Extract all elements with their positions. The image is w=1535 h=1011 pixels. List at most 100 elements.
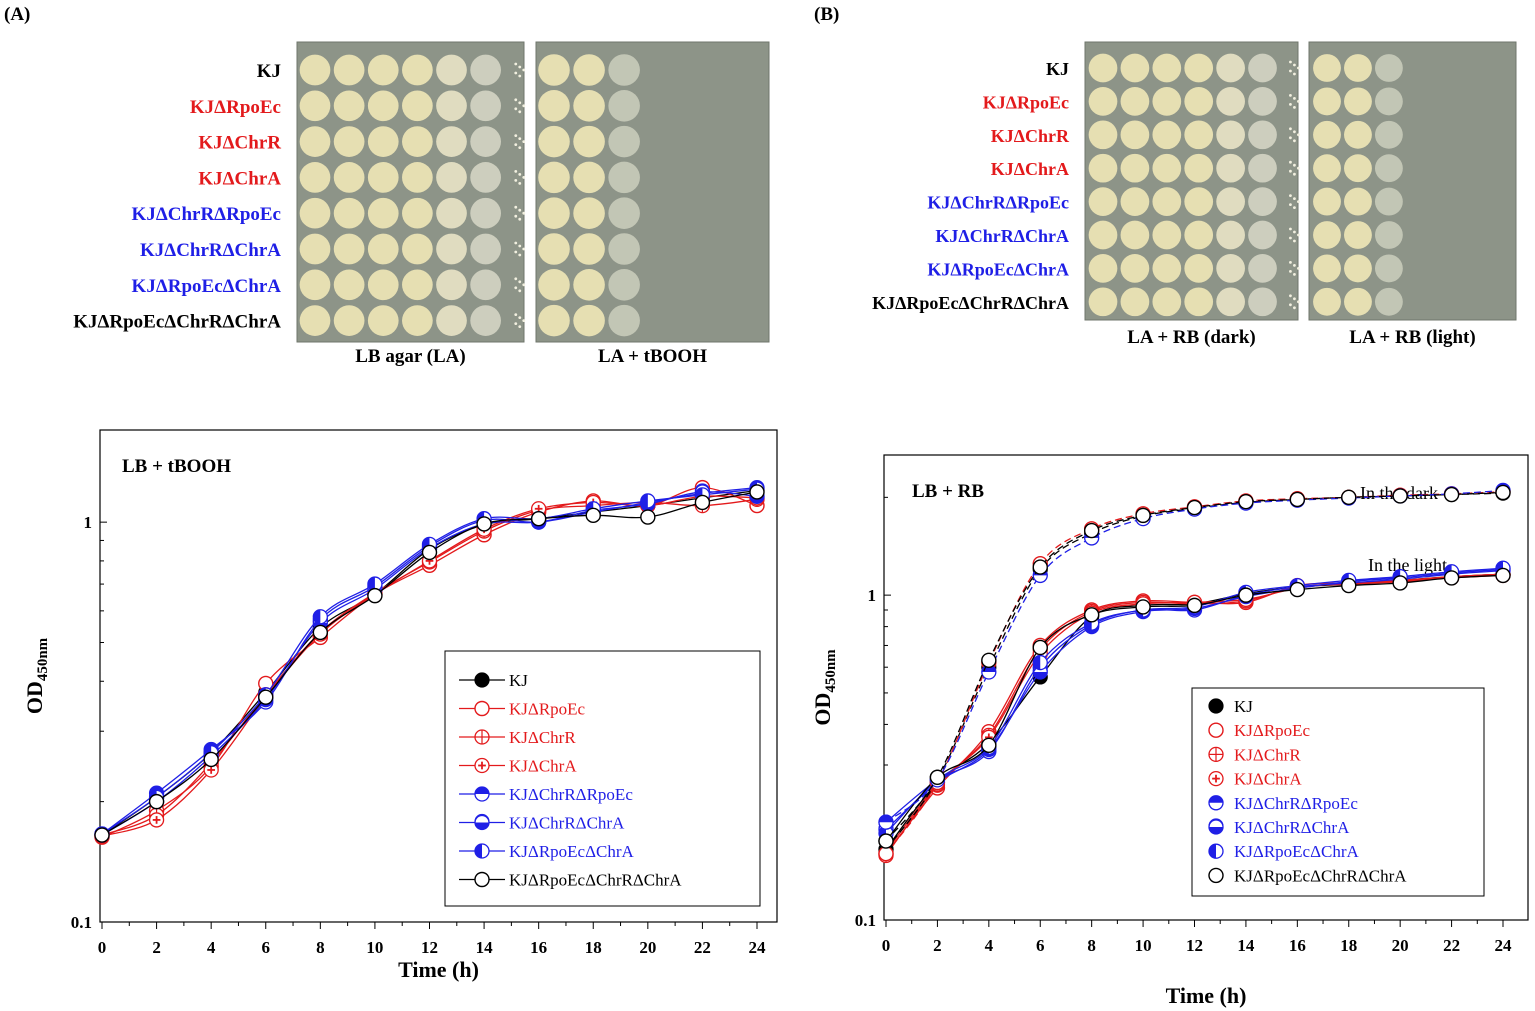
colony-spot xyxy=(1344,120,1372,149)
colony-dot xyxy=(1293,139,1296,143)
plate-border xyxy=(296,41,525,343)
colony-dot xyxy=(518,137,522,141)
colony-spot xyxy=(1184,287,1214,317)
legend-entry: KJΔRpoEc xyxy=(459,700,586,719)
plate-images: KJ KJΔRpoEc KJΔChrR KJΔChrA KJΔChrRΔRpoEc KJΔ… xyxy=(73,41,1517,367)
x-tick-label: 14 xyxy=(1237,936,1255,955)
data-point xyxy=(367,576,383,592)
colony-dot xyxy=(1289,136,1292,140)
colony-dot xyxy=(518,316,522,319)
legend-entry: KJΔRpoEcΔChrRΔChrA xyxy=(459,871,682,890)
colony-spot xyxy=(1313,120,1341,149)
colony-spot xyxy=(1184,87,1214,116)
data-point xyxy=(367,587,383,604)
marker-half xyxy=(1209,844,1216,859)
colony-dot xyxy=(1289,160,1292,164)
colony-spot xyxy=(608,233,640,265)
colony-spot xyxy=(1088,254,1118,283)
legend-entry: KJΔChrRΔChrA xyxy=(459,814,625,833)
data-point xyxy=(1238,587,1254,603)
series-line xyxy=(94,484,765,843)
x-tick-label: 6 xyxy=(262,938,271,957)
marker-arc xyxy=(1208,818,1224,827)
legend-label: KJΔRpoEcΔChrRΔChrA xyxy=(509,871,682,890)
colony-dot xyxy=(522,283,526,287)
colony-spot xyxy=(333,90,365,122)
colony-spot xyxy=(1152,120,1182,150)
legend-entry: KJΔChrA xyxy=(459,757,577,776)
colony-spot xyxy=(299,162,331,193)
colony-spot xyxy=(1313,187,1341,216)
colony-spot xyxy=(1088,187,1118,216)
colony-spot xyxy=(402,233,433,265)
colony-spot xyxy=(367,233,399,265)
data-point xyxy=(1289,491,1306,508)
colony-spot xyxy=(538,304,570,337)
colony-dot xyxy=(514,322,518,325)
colony-spot xyxy=(470,233,501,265)
legend-entry: KJ xyxy=(459,671,528,690)
colony-spot xyxy=(436,54,467,86)
colony-spot xyxy=(333,233,365,265)
y-axis-label-main: OD xyxy=(22,681,47,714)
colony-spot xyxy=(333,126,365,157)
colony-dot xyxy=(1289,261,1292,264)
colony-spot xyxy=(608,304,640,337)
colony-spot xyxy=(333,162,365,193)
data-point xyxy=(258,689,274,705)
marker-half xyxy=(640,493,648,508)
data-point xyxy=(1238,493,1254,510)
y-axis-label-text: OD450nm xyxy=(810,649,839,726)
colony-spot xyxy=(367,269,399,301)
colony-dot xyxy=(518,217,522,221)
colony-spot xyxy=(299,90,331,122)
colony-dot xyxy=(518,110,522,114)
y-axis-label-main: OD xyxy=(810,693,835,726)
colony-spot xyxy=(1184,254,1214,283)
colony-spot xyxy=(1152,220,1182,250)
data-point xyxy=(640,493,656,509)
colony-spot xyxy=(470,305,501,336)
colony-dot xyxy=(522,176,526,179)
colony-spot xyxy=(1152,187,1182,216)
x-tick-label: 24 xyxy=(1495,936,1513,955)
colony-dot xyxy=(1297,133,1300,137)
data-point xyxy=(1186,499,1203,516)
x-tick-label: 10 xyxy=(1135,936,1152,955)
colony-dot xyxy=(1293,63,1296,67)
colony-spot xyxy=(608,197,640,229)
legend-label: KJΔRpoEcΔChrA xyxy=(509,842,635,861)
x-tick-label: 8 xyxy=(316,938,325,957)
colony-spot xyxy=(333,305,365,336)
colony-dot xyxy=(1297,200,1300,204)
data-point xyxy=(1443,486,1460,503)
colony-spot xyxy=(1088,87,1118,116)
data-point xyxy=(1032,639,1048,656)
data-point xyxy=(878,814,894,830)
strain-label: KJΔChrR xyxy=(991,126,1070,146)
colony-spot xyxy=(470,90,501,122)
plate: LA + tBOOH xyxy=(535,41,770,367)
colony-spot xyxy=(1152,254,1182,283)
colony-dot xyxy=(514,170,518,173)
colony-spot xyxy=(436,162,467,193)
colony-spot xyxy=(1120,287,1150,317)
data-point xyxy=(749,484,765,500)
colony-dot xyxy=(1293,130,1296,134)
colony-dot xyxy=(518,146,522,150)
colony-spot xyxy=(299,197,331,229)
data-point xyxy=(148,793,165,810)
colony-dot xyxy=(522,104,526,108)
colony-spot xyxy=(1152,287,1182,317)
series-path xyxy=(885,492,1504,850)
colony-spot xyxy=(1120,220,1150,250)
x-tick-label: 6 xyxy=(1036,936,1045,955)
legend-box xyxy=(1191,687,1485,897)
data-point xyxy=(474,813,490,831)
legend-entry: KJΔChrRΔChrA xyxy=(1208,818,1350,837)
colony-dot xyxy=(514,286,518,290)
colony-spot xyxy=(1216,53,1245,83)
y-tick-label: 0.1 xyxy=(71,913,92,932)
colony-dot xyxy=(518,280,522,284)
